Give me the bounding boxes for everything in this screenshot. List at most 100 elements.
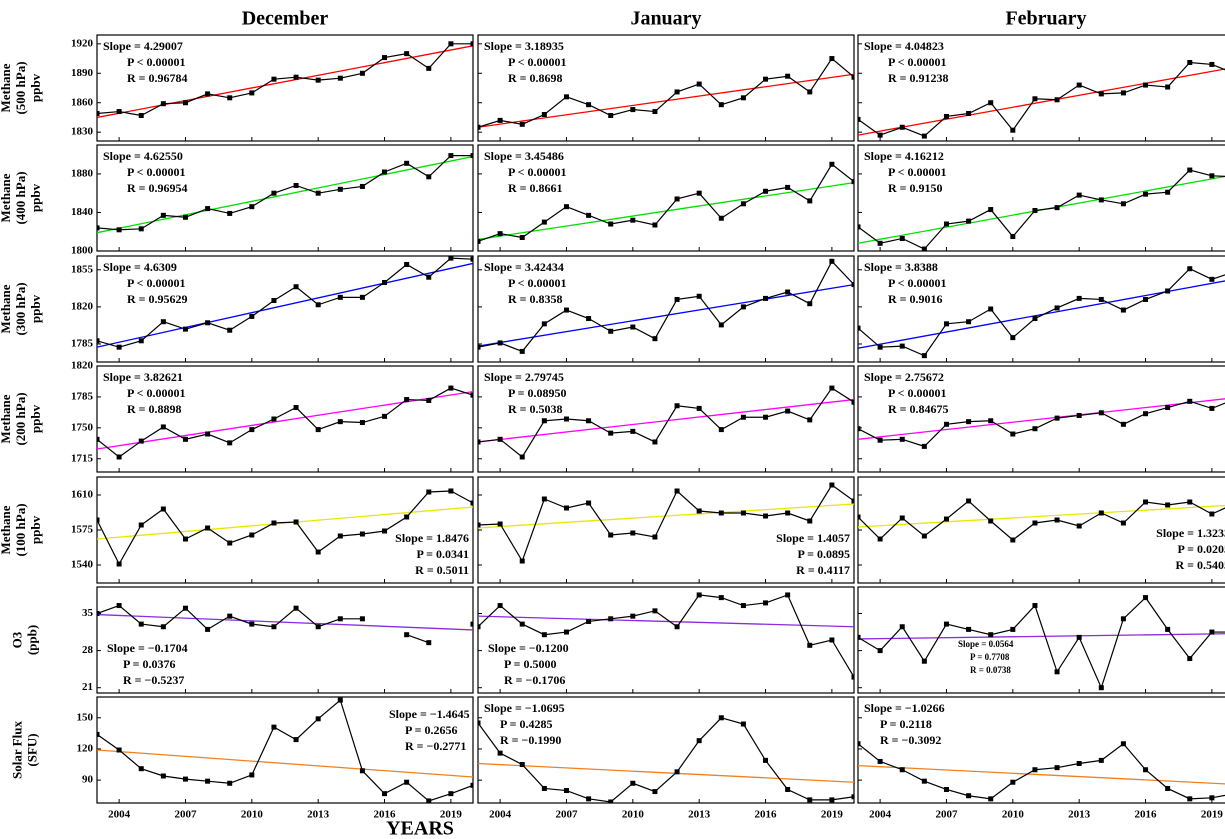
series-marker: [205, 206, 211, 212]
series-marker: [359, 183, 365, 189]
series-marker: [1187, 266, 1193, 272]
series-marker: [293, 405, 299, 411]
series-marker: [271, 724, 277, 730]
series-marker: [1165, 84, 1171, 90]
y-tick-label: 1920: [71, 37, 94, 49]
series-line: [97, 257, 473, 348]
series-marker: [563, 416, 569, 422]
trend-line: [97, 155, 473, 234]
panel-frame: [477, 34, 855, 142]
series-marker: [249, 427, 255, 433]
series-marker: [718, 427, 724, 433]
y-tick-label: 1785: [71, 390, 94, 402]
series-marker: [97, 611, 100, 616]
y-tick-label: 1830: [71, 126, 94, 138]
series-marker: [785, 786, 791, 792]
y-axis-title-line: (SFU): [24, 733, 39, 766]
annotation: R = −0.5237: [123, 673, 184, 687]
series-marker: [988, 418, 994, 424]
y-axis-title-line: ppbv: [28, 515, 43, 544]
series-marker: [478, 238, 481, 244]
x-tick-label: 2010: [622, 809, 645, 821]
annotation: R = 0.9150: [888, 181, 943, 195]
x-tick-label: 2019: [440, 809, 463, 821]
y-axis-title: Methane(100 hPa)ppbv: [0, 503, 43, 556]
x-tick-label: 2016: [1135, 809, 1158, 821]
series-marker: [1054, 305, 1060, 311]
series-marker: [337, 75, 343, 81]
series-marker: [785, 408, 791, 414]
series-line: [97, 387, 473, 458]
series-marker: [1054, 205, 1060, 211]
series-marker: [497, 521, 503, 527]
series-marker: [160, 773, 166, 779]
series-marker: [1187, 398, 1193, 404]
series-marker: [271, 76, 277, 82]
series-marker: [116, 454, 122, 460]
series-marker: [293, 284, 299, 290]
series-marker: [877, 437, 883, 443]
series-marker: [899, 624, 905, 630]
panel-frame: [857, 586, 1225, 694]
trend-line: [858, 764, 1225, 785]
panel-frame: [477, 696, 855, 804]
x-tick-label: 2016: [755, 809, 778, 821]
series-marker: [97, 338, 100, 344]
series-marker: [160, 101, 166, 107]
series-marker: [426, 489, 432, 495]
panel-frame: [477, 144, 855, 252]
series-marker: [497, 231, 503, 237]
series-marker: [1054, 97, 1060, 103]
panel-frame: [96, 365, 474, 473]
series-marker: [988, 518, 994, 524]
y-axis-title-line: Methane: [0, 63, 13, 112]
series-marker: [382, 280, 388, 285]
series-marker: [448, 256, 454, 261]
series-marker: [182, 776, 188, 782]
series-marker: [1098, 685, 1104, 691]
series-marker: [1010, 335, 1016, 341]
series-line: [858, 61, 1225, 137]
series-marker: [1143, 191, 1149, 197]
series-marker: [1209, 629, 1215, 635]
panel-frame: [96, 255, 474, 363]
series-marker: [763, 76, 769, 82]
series-marker: [1076, 523, 1082, 529]
series-marker: [1209, 276, 1215, 282]
series-line: [858, 500, 1225, 541]
series-marker: [1143, 411, 1149, 417]
series-marker: [541, 496, 547, 502]
series-marker: [988, 796, 994, 802]
series-marker: [718, 215, 724, 221]
series-marker: [696, 508, 702, 514]
series-marker: [807, 518, 813, 524]
annotation: R = −0.3092: [880, 733, 941, 747]
panel-frame: [477, 365, 855, 473]
series-marker: [1010, 234, 1016, 240]
y-tick-label: 1820: [71, 300, 94, 312]
series-marker: [988, 632, 994, 638]
y-axis-title-line: ppbv: [28, 183, 43, 212]
series-marker: [1032, 96, 1038, 102]
panel: Slope = 4.04823 P < 0.00001 R = 0.91238: [857, 34, 1225, 142]
series-marker: [943, 421, 949, 427]
series-line: [478, 484, 854, 563]
series-marker: [851, 74, 854, 80]
y-axis-title-line: Methane: [0, 394, 13, 443]
series-marker: [519, 621, 525, 627]
plot-area: [97, 488, 473, 567]
series-line: [478, 163, 854, 242]
annotation: R = 0.8358: [508, 292, 563, 306]
annotation: P = 0.0205: [1177, 542, 1225, 556]
annotation: R = 0.8661: [508, 181, 563, 195]
series-marker: [519, 762, 525, 768]
series-marker: [337, 419, 343, 425]
panel-frame: [96, 34, 474, 142]
y-axis-title-line: ppbv: [28, 73, 43, 102]
series-marker: [227, 440, 233, 446]
series-marker: [116, 561, 122, 567]
series-marker: [519, 454, 525, 460]
series-marker: [785, 592, 791, 598]
annotation: Slope = 1.8476: [395, 531, 469, 545]
trend-line: [478, 503, 854, 529]
